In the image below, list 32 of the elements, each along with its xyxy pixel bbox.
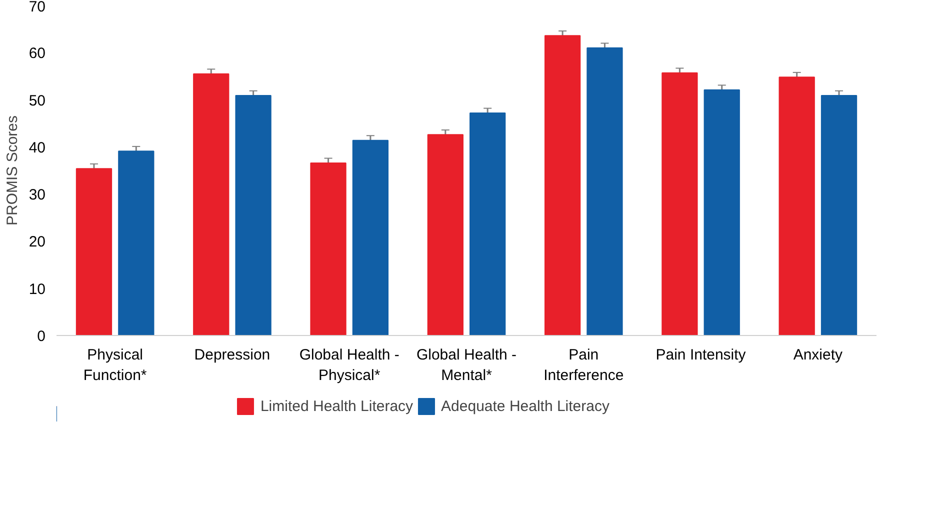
legend-label: Adequate Health Literacy [441, 398, 610, 414]
x-tick-label: Pain Interference [544, 346, 624, 384]
y-tick-label: 70 [28, 0, 46, 16]
legend-label: Limited Health Literacy [260, 398, 414, 414]
y-tick-label: 40 [28, 139, 46, 156]
bar [778, 76, 815, 336]
x-tick-label: Global Health - Physical* [299, 346, 400, 384]
bar [704, 89, 740, 336]
bar [352, 140, 389, 336]
bar [193, 73, 230, 336]
y-tick-label: 0 [37, 328, 46, 345]
y-axis-title: PROMIS Scores [4, 115, 21, 226]
x-tick-label: Pain Intensity [656, 346, 746, 364]
bar [310, 162, 346, 336]
bar [470, 112, 506, 336]
bar [235, 95, 272, 336]
x-tick-label: Anxiety [793, 346, 844, 364]
bar [820, 95, 858, 336]
bar [544, 35, 581, 336]
y-tick-label: 50 [28, 92, 46, 110]
y-tick-label: 30 [28, 186, 46, 204]
bar [76, 168, 112, 336]
bar [662, 72, 698, 336]
bar [427, 134, 464, 336]
y-tick-label: 20 [28, 234, 46, 251]
bar [118, 150, 154, 336]
x-tick-label: Global Health - Mental* [416, 346, 517, 384]
y-tick-label: 60 [28, 45, 46, 62]
bar [586, 47, 623, 336]
y-tick-label: 10 [28, 280, 46, 298]
x-tick-label: Physical Function* [83, 346, 147, 384]
x-tick-label: Depression [194, 346, 270, 364]
